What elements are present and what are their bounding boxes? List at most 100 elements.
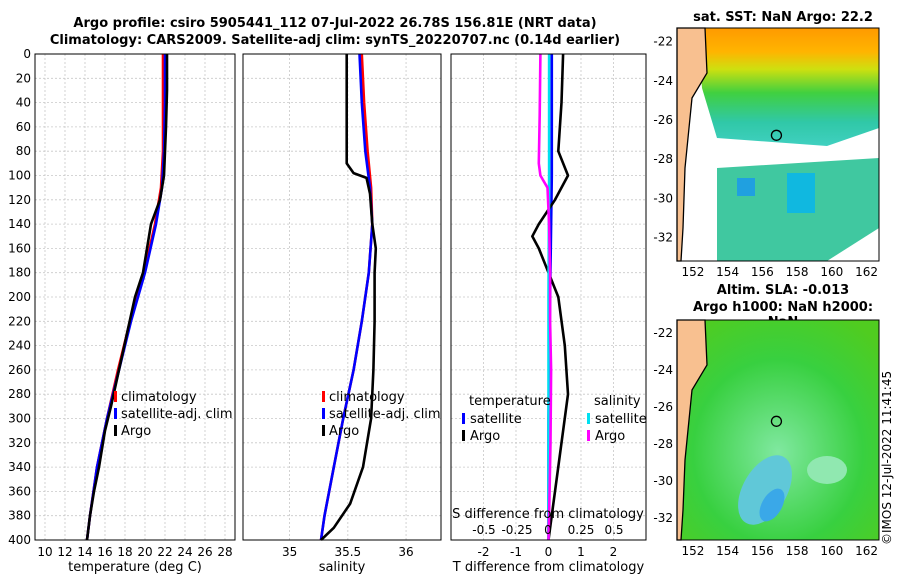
diff-legend-temperature-label: Argo (470, 429, 500, 444)
diff-legend-salinity-label: satellite (595, 412, 647, 427)
sla-map-lat-tick: -28 (653, 437, 673, 451)
diff-legend-salinity-header: salinity (594, 394, 641, 409)
salinity-profile-legend-label: satellite-adj. clim (329, 407, 441, 422)
temperature-profile-xlabel: temperature (deg C) (68, 560, 202, 575)
depth-tick-label: 300 (8, 412, 31, 426)
sst-map-lat-tick: -26 (653, 113, 673, 127)
difference-profile-xtick-label: 0 (545, 545, 553, 559)
depth-tick-label: 320 (8, 436, 31, 450)
sla-map-argo-marker (770, 415, 783, 427)
salinity-diff-tick-label: -0.25 (501, 523, 532, 537)
salinity-diff-tick-label: 0.25 (568, 523, 595, 537)
salinity-profile-xtick-label: 35.5 (334, 545, 361, 559)
temperature-profile-xtick-label: 18 (117, 545, 132, 559)
depth-tick-label: 360 (8, 484, 31, 498)
depth-tick-label: 80 (16, 144, 31, 158)
sla-map-lon-tick: 160 (820, 544, 843, 558)
temperature-profile-xtick-label: 10 (37, 545, 52, 559)
temperature-profile-legend-swatch (114, 425, 117, 436)
depth-tick-label: 180 (8, 266, 31, 280)
difference-profile-xtick-label: -2 (478, 545, 490, 559)
sla-map-lat-tick: -24 (653, 363, 673, 377)
sst-cool-patch (737, 178, 755, 196)
difference-profile-xtick-label: 2 (610, 545, 618, 559)
diff-legend-temperature-label: satellite (470, 412, 522, 427)
diff-legend-salinity-label: Argo (595, 429, 625, 444)
salinity-profile-xtick-label: 36 (398, 545, 413, 559)
sst-map-lat-tick: -30 (653, 191, 673, 205)
sla-map-lon-tick: 162 (855, 544, 878, 558)
depth-tick-label: 240 (8, 339, 31, 353)
difference-profile-xlabel: T difference from climatology (452, 560, 645, 575)
diff-legend-swatch (587, 430, 590, 441)
depth-tick-label: 140 (8, 217, 31, 231)
sst-map-frame (676, 27, 880, 262)
depth-tick-label: 400 (8, 533, 31, 547)
depth-tick-label: 20 (16, 71, 31, 85)
title-line-2: Climatology: CARS2009. Satellite-adj cli… (49, 33, 621, 48)
difference-profile-xtick-label: 1 (577, 545, 585, 559)
sla-map-lon-tick: 156 (751, 544, 774, 558)
sla-map-lon-tick: 152 (681, 544, 704, 558)
depth-tick-label: 260 (8, 363, 31, 377)
depth-tick-label: 280 (8, 387, 31, 401)
sst-map-title: sat. SST: NaN Argo: 22.2 (693, 10, 873, 25)
depth-tick-label: 120 (8, 193, 31, 207)
sla-map-lat-tick: -22 (653, 326, 673, 340)
diff-legend-temperature-header: temperature (469, 394, 551, 409)
title-line-1: Argo profile: csiro 5905441_112 07-Jul-2… (73, 16, 597, 31)
temperature-profile-xtick-label: 24 (177, 545, 192, 559)
salinity-profile-xlabel: salinity (319, 560, 366, 575)
temperature-profile-legend-label: Argo (121, 424, 151, 439)
sst-map-lon-tick: 154 (716, 265, 739, 279)
depth-tick-label: 200 (8, 290, 31, 304)
diff-legend-swatch (462, 430, 465, 441)
salinity-profile-series-2 (320, 54, 378, 541)
sla-map-lon-tick: 158 (786, 544, 809, 558)
sla-map-lon-tick: 154 (716, 544, 739, 558)
difference-profile-series-3 (537, 53, 553, 541)
sst-cool-patch (787, 173, 815, 213)
temperature-profile-series-2 (85, 54, 169, 541)
sst-map-lon-tick: 156 (751, 265, 774, 279)
sst-map: 152 154 156 158 160 162 -22 -24 -26 -28 -30 -32 (653, 27, 880, 279)
sla-map: 152 154 156 158 160 162 -22 -24 -26 -28 -30 -32 (653, 319, 880, 558)
sla-map-frame (676, 319, 880, 541)
sla-low-core (759, 488, 785, 522)
temperature-profile-xtick-label: 20 (137, 545, 152, 559)
depth-tick-label: 0 (23, 47, 31, 61)
temperature-profile-xtick-label: 14 (77, 545, 92, 559)
sst-map-lon-tick: 162 (855, 265, 878, 279)
depth-tick-label: 380 (8, 509, 31, 523)
salinity-profile-legend-label: climatology (329, 390, 405, 405)
salinity-profile-legend-label: Argo (329, 424, 359, 439)
temperature-profile-legend-swatch (114, 391, 117, 402)
salinity-profile-xtick-label: 35 (282, 545, 297, 559)
depth-tick-label: 40 (16, 96, 31, 110)
difference-profile-frame (450, 53, 647, 541)
sst-map-lat-tick: -22 (653, 35, 673, 49)
sla-map-title-1: Altim. SLA: -0.013 (716, 283, 850, 298)
sst-map-lon-tick: 152 (681, 265, 704, 279)
salinity-diff-tick-label: -0.5 (472, 523, 495, 537)
salinity-profile-legend-swatch (322, 391, 325, 402)
temperature-profile-xtick-label: 26 (197, 545, 212, 559)
salinity-profile-frame (242, 53, 442, 541)
temperature-profile-xtick-label: 12 (57, 545, 72, 559)
sst-map-argo-marker (770, 129, 783, 141)
sst-map-lat-tick: -24 (653, 74, 673, 88)
depth-tick-label: 60 (16, 120, 31, 134)
salinity-diff-axis-label: S difference from climatology (452, 507, 644, 522)
temperature-profile-xtick-label: 16 (97, 545, 112, 559)
sla-map-lat-tick: -30 (653, 474, 673, 488)
salinity-diff-tick-label: 0 (544, 523, 552, 537)
difference-profile-xtick-label: -1 (510, 545, 522, 559)
temperature-profile-xtick-label: 28 (217, 545, 232, 559)
depth-tick-label: 100 (8, 169, 31, 183)
depth-tick-label: 220 (8, 314, 31, 328)
sst-field-north (697, 28, 879, 146)
sst-map-lon-tick: 160 (820, 265, 843, 279)
diff-legend-swatch (587, 413, 590, 424)
sla-map-lat-tick: -26 (653, 400, 673, 414)
